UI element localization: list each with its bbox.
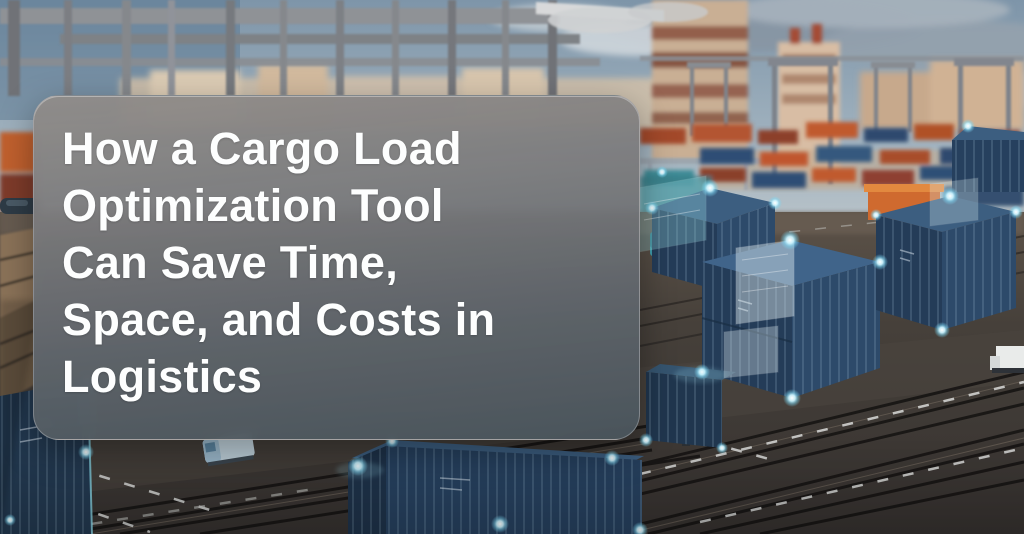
container-b (701, 240, 880, 398)
page-title: How a Cargo Load Optimization Tool Can S… (62, 120, 611, 405)
container-c (876, 196, 1016, 330)
dark-car (0, 198, 40, 214)
hologram-containers (637, 175, 979, 379)
title-line: Space, and Costs in (62, 294, 496, 345)
box-truck (990, 346, 1024, 373)
title-line: Logistics (62, 351, 263, 402)
title-card: How a Cargo Load Optimization Tool Can S… (33, 95, 640, 440)
title-line: How a Cargo Load (62, 123, 462, 174)
gantry-cranes (0, 0, 1024, 190)
container-g (646, 364, 736, 448)
vignette (0, 300, 1024, 534)
title-line: Can Save Time, (62, 237, 399, 288)
title-line: Optimization Tool (62, 180, 444, 231)
container-d (952, 126, 1024, 192)
